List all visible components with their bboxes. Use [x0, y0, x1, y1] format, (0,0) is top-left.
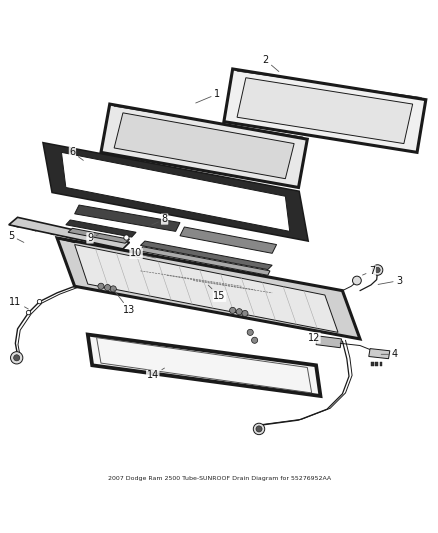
Polygon shape: [61, 152, 289, 231]
Circle shape: [241, 310, 247, 317]
Text: 4: 4: [380, 349, 397, 359]
Text: 13: 13: [113, 290, 135, 316]
Polygon shape: [48, 146, 302, 238]
Polygon shape: [44, 143, 307, 240]
Polygon shape: [74, 245, 337, 333]
Polygon shape: [57, 238, 359, 339]
Polygon shape: [315, 336, 341, 348]
Circle shape: [371, 265, 382, 275]
Polygon shape: [140, 241, 272, 270]
Text: 11: 11: [9, 297, 28, 309]
Circle shape: [374, 268, 379, 273]
Bar: [374, 362, 377, 366]
Text: 14: 14: [146, 368, 164, 381]
Text: 7: 7: [362, 266, 374, 276]
Polygon shape: [88, 335, 320, 396]
Circle shape: [253, 423, 264, 434]
Bar: [379, 362, 381, 366]
Polygon shape: [368, 349, 389, 359]
Circle shape: [255, 426, 261, 432]
Polygon shape: [68, 228, 129, 243]
Polygon shape: [223, 69, 425, 152]
Circle shape: [110, 286, 116, 292]
Circle shape: [247, 329, 253, 335]
Text: 1: 1: [195, 89, 220, 103]
Polygon shape: [101, 104, 307, 188]
Text: 2007 Dodge Ram 2500 Tube-SUNROOF Drain Diagram for 55276952AA: 2007 Dodge Ram 2500 Tube-SUNROOF Drain D…: [108, 476, 330, 481]
Circle shape: [352, 276, 360, 285]
Polygon shape: [74, 205, 180, 231]
Polygon shape: [44, 143, 307, 240]
Polygon shape: [66, 220, 136, 237]
Text: 3: 3: [377, 276, 402, 286]
Circle shape: [26, 310, 31, 315]
Circle shape: [229, 308, 235, 313]
Circle shape: [104, 285, 110, 290]
Polygon shape: [180, 227, 276, 253]
Circle shape: [98, 283, 104, 289]
Text: 2: 2: [262, 55, 278, 71]
Text: 9: 9: [87, 233, 98, 243]
Polygon shape: [9, 217, 129, 249]
Circle shape: [251, 337, 257, 343]
Text: 8: 8: [152, 214, 167, 225]
Polygon shape: [237, 78, 412, 143]
Circle shape: [11, 352, 23, 364]
Circle shape: [37, 300, 42, 304]
Bar: [370, 362, 373, 366]
Polygon shape: [114, 113, 293, 179]
Text: 15: 15: [208, 285, 225, 301]
Polygon shape: [140, 247, 269, 275]
Circle shape: [124, 235, 129, 240]
Text: 5: 5: [8, 231, 24, 243]
Circle shape: [14, 355, 20, 361]
Text: 10: 10: [130, 248, 155, 259]
Circle shape: [236, 309, 242, 315]
Polygon shape: [61, 152, 289, 231]
Text: 6: 6: [69, 147, 83, 160]
Text: 12: 12: [307, 333, 319, 343]
